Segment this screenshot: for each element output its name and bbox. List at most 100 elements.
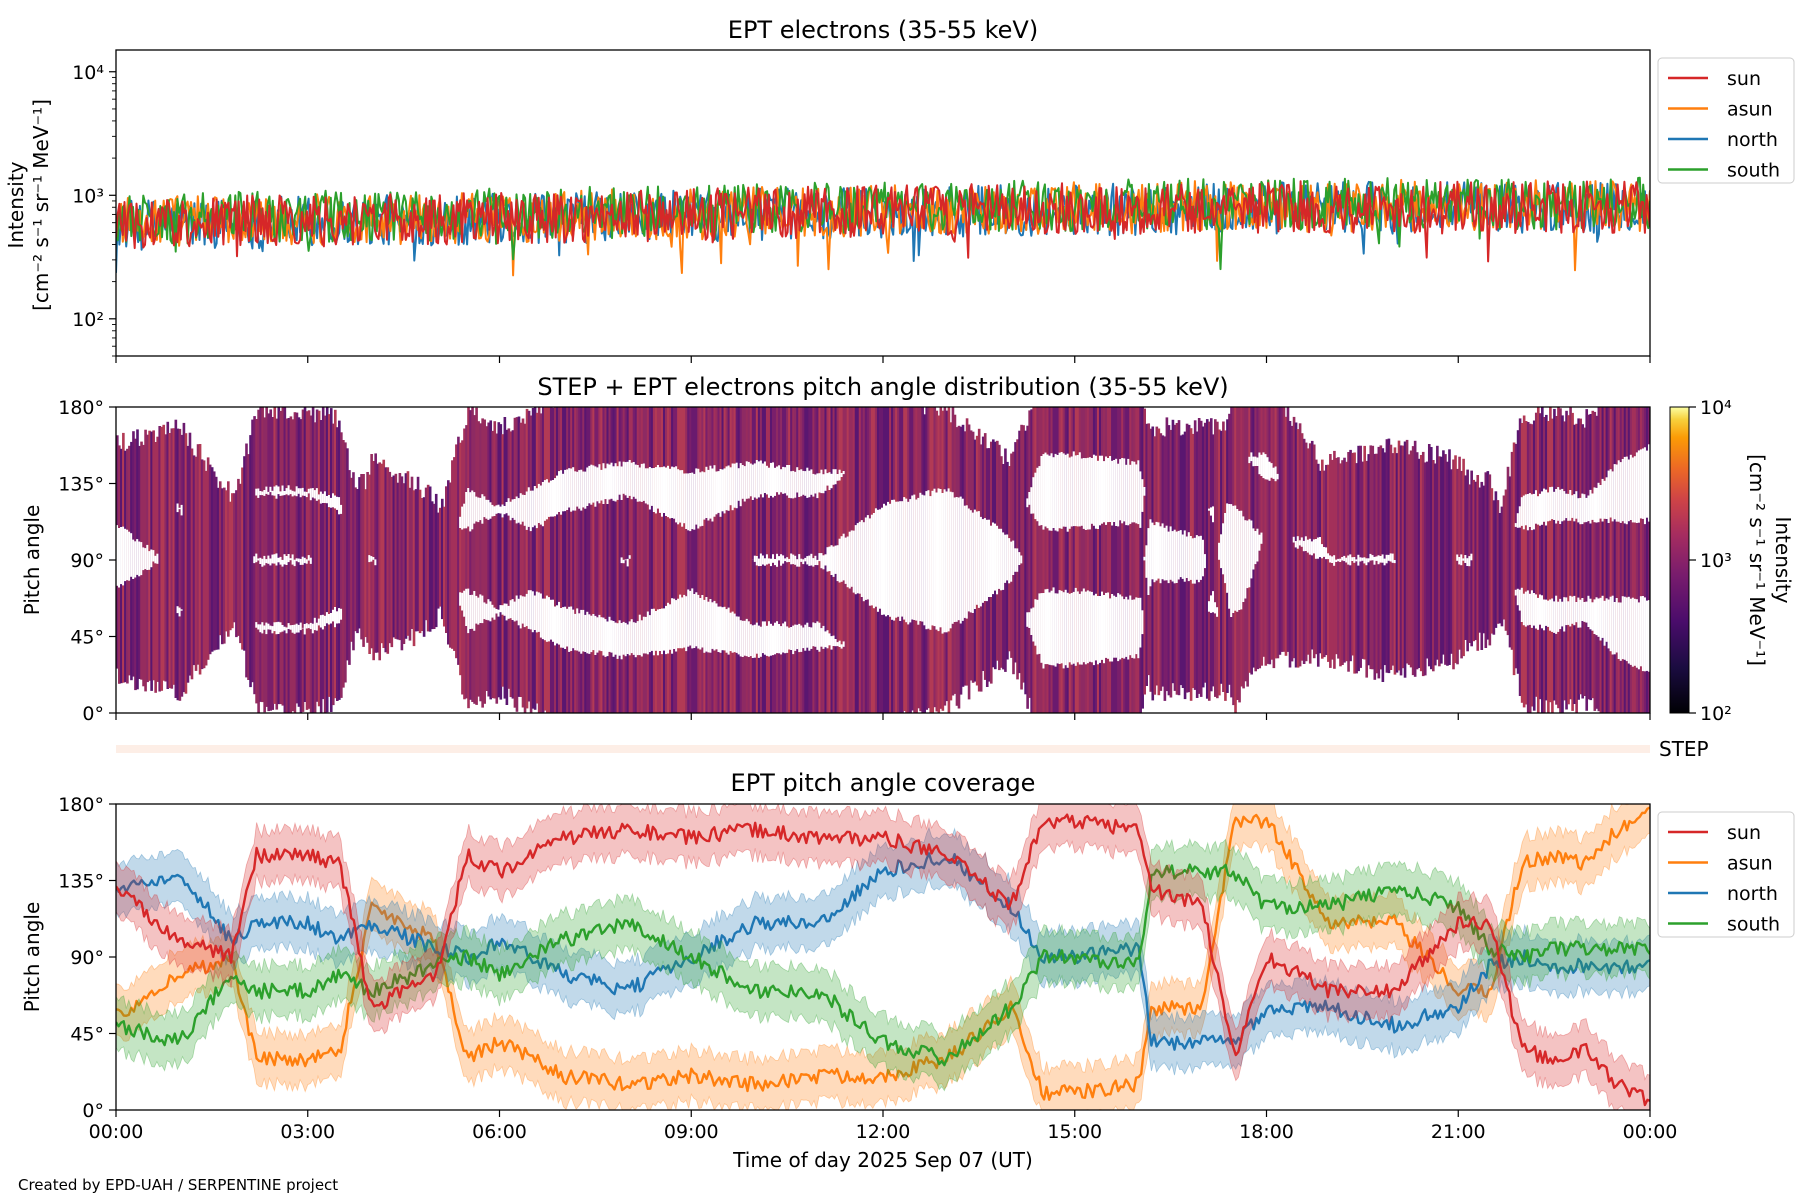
pad-heat-column bbox=[418, 489, 422, 634]
pad-coverage-gap bbox=[838, 538, 842, 583]
colorbar-units: [cm⁻² s⁻¹ sr⁻¹ MeV⁻¹] bbox=[1745, 454, 1769, 666]
pad-heat-column bbox=[214, 476, 218, 650]
pad-coverage-gap bbox=[1012, 540, 1015, 575]
pad-coverage-gap bbox=[321, 493, 325, 503]
pad-heat-column bbox=[1103, 407, 1106, 713]
pad-heat-column bbox=[662, 407, 666, 713]
step-strip bbox=[116, 745, 1650, 753]
pad-coverage-gap bbox=[739, 620, 743, 657]
pad-coverage-gap bbox=[1637, 450, 1641, 523]
pad-coverage-gap bbox=[792, 470, 795, 499]
pad-coverage-gap bbox=[741, 620, 745, 657]
pad-heat-column bbox=[1452, 459, 1455, 670]
pad-coverage-gap bbox=[1458, 557, 1461, 565]
pad-coverage-gap bbox=[636, 621, 640, 656]
pad-coverage-gap bbox=[1250, 520, 1253, 579]
pad-coverage-gap bbox=[1571, 596, 1574, 624]
pad-heat-column bbox=[539, 413, 543, 713]
pad-heat-column bbox=[1543, 417, 1546, 713]
pad-heat-column bbox=[1545, 414, 1548, 701]
pad-coverage-gap bbox=[1244, 520, 1247, 599]
pad-coverage-gap bbox=[275, 622, 279, 635]
pad-coverage-gap bbox=[533, 486, 537, 526]
pad-coverage-gap bbox=[572, 609, 575, 649]
pad-coverage-gap bbox=[1308, 538, 1312, 555]
pad-coverage-gap bbox=[822, 474, 826, 494]
pad-coverage-gap bbox=[564, 606, 567, 649]
pad-heat-column bbox=[1613, 407, 1617, 713]
pad-coverage-gap bbox=[592, 465, 595, 503]
pad-coverage-gap bbox=[620, 623, 624, 660]
pad-coverage-gap bbox=[1522, 593, 1526, 626]
pad-coverage-gap bbox=[834, 469, 838, 485]
pad-heat-column bbox=[313, 422, 317, 713]
pad-coverage-gap bbox=[461, 592, 464, 611]
pad-coverage-gap bbox=[1248, 456, 1251, 464]
pad-coverage-gap bbox=[525, 491, 529, 530]
pad-coverage-gap bbox=[321, 614, 325, 630]
pad-heat-column bbox=[1205, 419, 1209, 699]
pad-heat-column bbox=[257, 409, 260, 713]
pad-coverage-gap bbox=[523, 495, 527, 526]
pad-coverage-gap bbox=[293, 624, 297, 634]
pad-coverage-gap bbox=[1125, 464, 1128, 526]
pad-heat-column bbox=[1302, 438, 1306, 664]
pad-coverage-gap bbox=[515, 595, 519, 621]
coverage-legend-label-north: north bbox=[1727, 883, 1778, 905]
pad-coverage-gap bbox=[897, 501, 900, 617]
pad-coverage-gap bbox=[1565, 597, 1568, 626]
pad-coverage-gap bbox=[1252, 456, 1255, 467]
pad-heat-column bbox=[634, 407, 638, 713]
pad-heat-column bbox=[396, 482, 400, 640]
pad-heat-column bbox=[1262, 407, 1266, 657]
pad-coverage-gap bbox=[521, 494, 525, 522]
pad-coverage-gap bbox=[580, 609, 583, 654]
pad-coverage-gap bbox=[1543, 599, 1546, 631]
pad-coverage-gap bbox=[1026, 498, 1029, 508]
pad-heat-column bbox=[521, 418, 525, 708]
pad-coverage-gap bbox=[765, 465, 769, 495]
pad-heat-column bbox=[1214, 419, 1217, 697]
pad-heat-column bbox=[231, 493, 234, 629]
pad-coverage-gap bbox=[463, 590, 466, 617]
pad-coverage-gap bbox=[652, 608, 656, 656]
pad-coverage-gap bbox=[261, 491, 264, 496]
pad-coverage-gap bbox=[285, 488, 289, 495]
pad-coverage-gap bbox=[527, 590, 531, 629]
pad-coverage-gap bbox=[953, 497, 957, 622]
pad-coverage-gap bbox=[1018, 552, 1021, 565]
pad-coverage-gap bbox=[309, 557, 313, 564]
pad-coverage-gap bbox=[1260, 454, 1264, 476]
coverage-ytick-label: 0° bbox=[82, 1100, 104, 1122]
pad-heat-column bbox=[719, 407, 723, 713]
pad-coverage-gap bbox=[788, 465, 791, 498]
pad-coverage-gap bbox=[1242, 516, 1245, 602]
pad-coverage-gap bbox=[673, 467, 676, 519]
pad-coverage-gap bbox=[1609, 596, 1613, 652]
pad-heat-column bbox=[560, 407, 563, 713]
coverage-title: EPT pitch angle coverage bbox=[731, 769, 1036, 797]
pad-coverage-gap bbox=[1030, 608, 1033, 635]
pad-coverage-gap bbox=[749, 463, 753, 497]
pad-coverage-gap bbox=[1137, 597, 1140, 659]
pad-coverage-gap bbox=[862, 522, 866, 602]
pad-heat-column bbox=[703, 407, 706, 713]
pad-coverage-gap bbox=[784, 621, 787, 654]
pad-heat-column bbox=[1589, 414, 1593, 701]
pad-heat-column bbox=[1641, 407, 1645, 713]
pad-coverage-gap bbox=[329, 497, 333, 508]
pad-coverage-gap bbox=[697, 594, 700, 649]
pad-heat-column bbox=[344, 442, 347, 683]
pad-heat-column bbox=[1351, 452, 1354, 656]
pad-heat-column bbox=[741, 407, 745, 713]
pad-heat-column bbox=[170, 428, 174, 689]
pad-heat-column bbox=[1601, 407, 1605, 713]
pad-coverage-gap bbox=[307, 555, 311, 561]
pad-coverage-gap bbox=[1373, 556, 1377, 565]
pad-coverage-gap bbox=[150, 549, 153, 568]
pad-coverage-gap bbox=[1111, 594, 1114, 662]
coverage-legend-frame bbox=[1657, 811, 1795, 938]
pad-heat-column bbox=[253, 416, 256, 695]
pad-coverage-gap bbox=[1351, 557, 1354, 561]
pad-coverage-gap bbox=[1639, 596, 1643, 667]
